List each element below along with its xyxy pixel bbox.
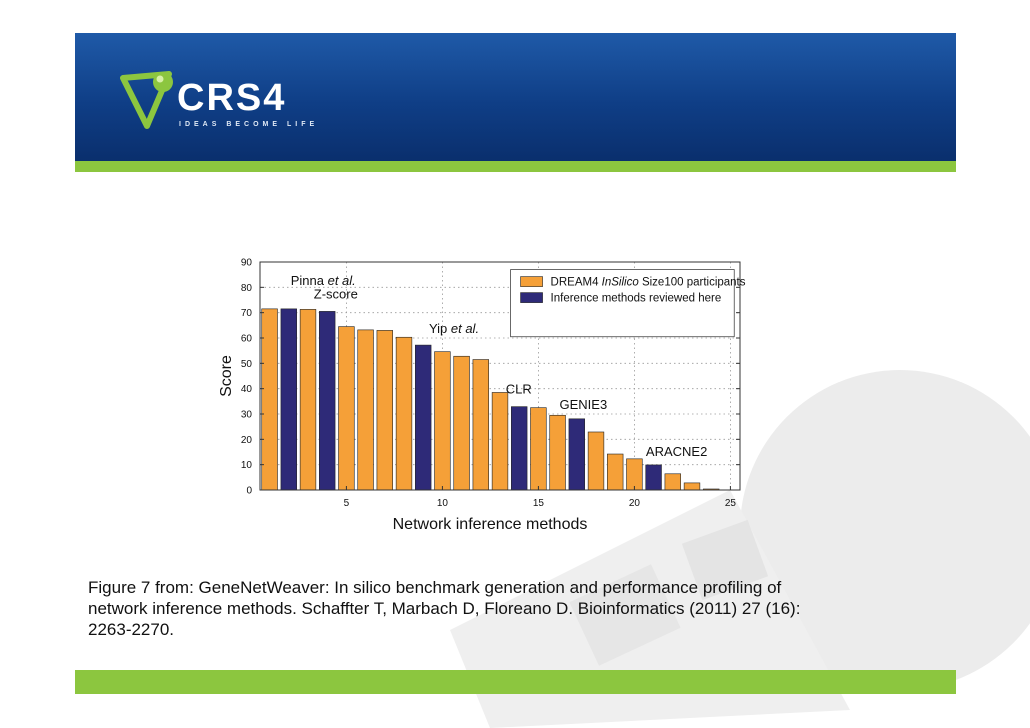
caption-line: 2263-2270.	[88, 620, 175, 639]
header-accent-stripe	[75, 161, 956, 172]
bar	[683, 482, 701, 491]
x-tick-label: 10	[437, 498, 449, 509]
bar-annotation-part: Z-score	[314, 287, 358, 302]
bar	[626, 458, 643, 491]
bar	[587, 431, 605, 491]
legend-box	[510, 269, 735, 338]
legend-label-part: InSilico	[602, 277, 640, 289]
bar	[664, 473, 681, 491]
bar-annotation: Yip et al.	[429, 321, 479, 336]
logo-wordmark: CRS4	[177, 77, 286, 119]
y-axis-title: Score	[218, 355, 235, 397]
bar-annotation: Z-score	[314, 287, 358, 302]
y-tick-label: 10	[241, 460, 253, 471]
bar-annotation-part: Yip	[429, 321, 451, 336]
bar	[395, 336, 413, 491]
bar-annotation: ARACNE2	[646, 444, 707, 459]
bar-annotation: Pinna et al.	[291, 273, 356, 288]
y-tick-label: 90	[241, 258, 253, 269]
y-tick-label: 0	[246, 486, 252, 497]
logo-tagline: IDEAS BECOME LIFE	[179, 121, 318, 128]
y-tick-label: 60	[241, 334, 253, 345]
legend-label: DREAM4 InSilico Size100 participants	[551, 277, 746, 289]
plot-frame	[259, 261, 741, 491]
bar-annotation-part: ARACNE2	[646, 444, 707, 459]
y-tick-label: 30	[241, 410, 253, 421]
y-tick-label: 80	[241, 283, 253, 294]
legend-label-part: Size100 participants	[639, 277, 746, 289]
legend-swatch	[520, 292, 543, 303]
bar-annotation-part: et al.	[328, 273, 356, 288]
crs4-logo: CRS4 IDEAS BECOME LIFE	[120, 71, 318, 129]
header-banner	[75, 33, 956, 161]
legend-label-part: DREAM4	[551, 277, 602, 289]
footer-stripe	[75, 670, 956, 694]
bar	[434, 351, 451, 491]
bar-annotation: CLR	[506, 382, 532, 397]
y-tick-label: 50	[241, 359, 253, 370]
x-tick-label: 25	[725, 498, 737, 509]
bar-annotation-part: CLR	[506, 382, 532, 397]
bar	[280, 308, 297, 491]
caption-line: Figure 7 from: GeneNetWeaver: In silico …	[88, 578, 782, 597]
bar	[453, 355, 470, 491]
bar	[511, 406, 528, 491]
x-tick-label: 15	[533, 498, 545, 509]
legend-label: Inference methods reviewed here	[551, 293, 722, 305]
bar	[261, 308, 278, 491]
y-tick-label: 40	[241, 384, 253, 395]
bar	[568, 418, 585, 491]
bar	[530, 407, 547, 491]
bar	[376, 330, 393, 491]
bar	[299, 309, 317, 491]
bar	[472, 359, 489, 491]
bar-annotation-part: GENIE3	[560, 397, 608, 412]
crs4-watermark	[450, 370, 1030, 728]
bar	[415, 344, 432, 491]
bar	[607, 453, 624, 491]
bar	[549, 414, 566, 491]
bar	[338, 326, 355, 491]
bar-annotation-part: Pinna	[291, 273, 328, 288]
legend-swatch	[520, 276, 543, 287]
bar	[357, 329, 374, 491]
figure-caption: Figure 7 from: GeneNetWeaver: In silico …	[88, 577, 958, 640]
bar	[491, 392, 509, 491]
legend-label-part: Inference methods reviewed here	[551, 293, 722, 305]
y-tick-label: 20	[241, 435, 253, 446]
bar-chart: 0 10 20 30 40 50 60 70 80 90 5 10 15 20 25 Pinna et al…	[218, 258, 746, 534]
x-axis-title: Network inference methods	[393, 516, 588, 533]
bar-annotation-part: et al.	[451, 321, 479, 336]
x-tick-label: 20	[629, 498, 641, 509]
caption-line: network inference methods. Schaffter T, …	[88, 599, 801, 618]
bar	[319, 311, 336, 491]
bar-annotation: GENIE3	[560, 397, 608, 412]
y-tick-label: 70	[241, 308, 253, 319]
x-tick-label: 5	[344, 498, 350, 509]
bar	[645, 464, 662, 491]
